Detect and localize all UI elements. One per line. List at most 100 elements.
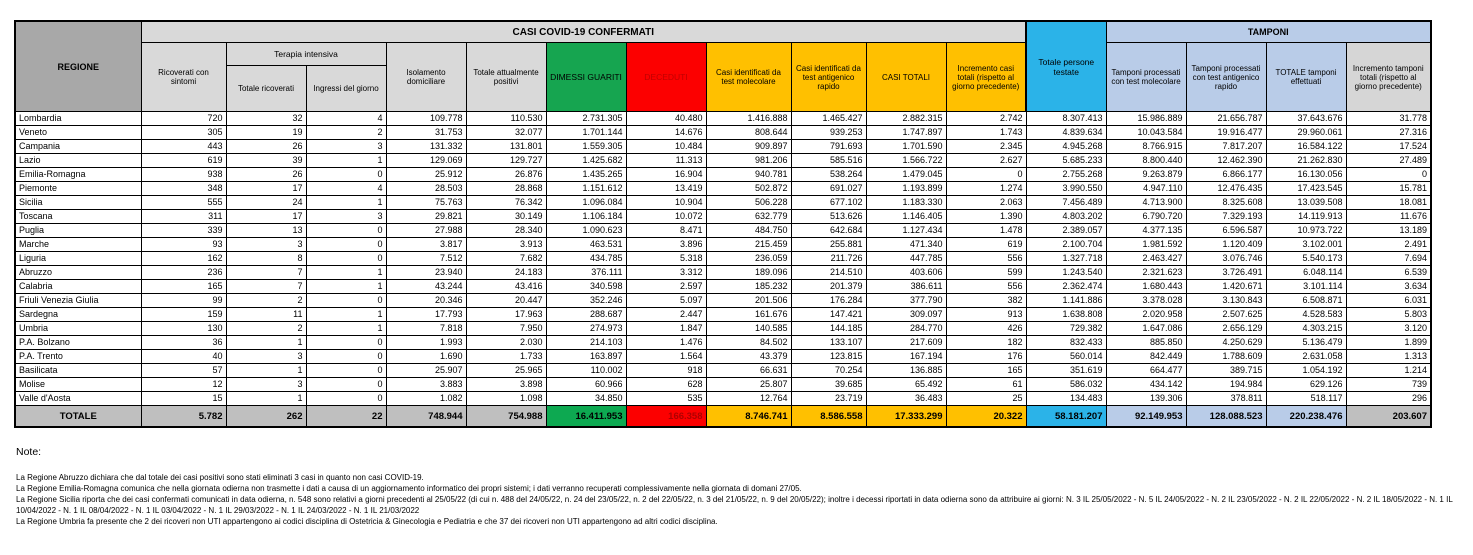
total-value-cell: 128.088.523 [1185, 405, 1267, 428]
value-cell: 14.119.913 [1265, 209, 1347, 224]
value-cell: 556 [945, 251, 1027, 266]
value-cell: 909.897 [705, 139, 792, 154]
value-cell: 339 [140, 223, 227, 238]
value-cell: 538.264 [790, 167, 867, 182]
region-name-cell: Molise [14, 377, 142, 392]
value-cell: 201.379 [790, 279, 867, 294]
value-cell: 3 [225, 377, 307, 392]
value-cell: 832.433 [1025, 335, 1107, 350]
value-cell: 1.435.265 [545, 167, 627, 182]
value-cell: 1.701.590 [865, 139, 947, 154]
value-cell: 3.898 [465, 377, 547, 392]
value-cell: 284.770 [865, 321, 947, 336]
value-cell: 3.883 [385, 377, 467, 392]
table-row: Friuli Venezia Giulia 99 2 0 20.346 20.447 352… [14, 293, 1432, 308]
table-row: Emilia-Romagna 938 26 0 25.912 26.876 1.435.26… [14, 167, 1432, 182]
value-cell: 2.389.057 [1025, 223, 1107, 238]
value-cell: 182 [945, 335, 1027, 350]
value-cell: 376.111 [545, 265, 627, 280]
value-cell: 57 [140, 363, 227, 378]
region-name-cell: Puglia [14, 223, 142, 238]
value-cell: 3.130.843 [1185, 293, 1267, 308]
column-header-incremento-casi-totali: Incremento casi totali (rispetto al gior… [945, 42, 1027, 112]
value-cell: 1 [305, 279, 387, 294]
value-cell: 1.479.045 [865, 167, 947, 182]
value-cell: 599 [945, 265, 1027, 280]
value-cell: 426 [945, 321, 1027, 336]
total-value-cell: 8.746.741 [705, 405, 792, 428]
value-cell: 185.232 [705, 279, 792, 294]
value-cell: 8.325.608 [1185, 195, 1267, 210]
value-cell: 70.254 [790, 363, 867, 378]
value-cell: 1.243.540 [1025, 265, 1107, 280]
column-header-regione: REGIONE [14, 20, 142, 112]
value-cell: 555 [140, 195, 227, 210]
value-cell: 36 [140, 335, 227, 350]
value-cell: 4.713.900 [1105, 195, 1187, 210]
region-name-cell: Lazio [14, 153, 142, 168]
value-cell: 40 [140, 349, 227, 364]
value-cell: 32 [225, 111, 307, 126]
value-cell: 1 [225, 391, 307, 406]
value-cell: 3.990.550 [1025, 181, 1107, 196]
value-cell: 1 [305, 265, 387, 280]
value-cell: 1.981.592 [1105, 237, 1187, 252]
region-name-cell: Sardegna [14, 307, 142, 322]
value-cell: 0 [305, 349, 387, 364]
value-cell: 12.476.435 [1185, 181, 1267, 196]
value-cell: 720 [140, 111, 227, 126]
region-name-cell: Sicilia [14, 195, 142, 210]
value-cell: 6.539 [1345, 265, 1432, 280]
region-name-cell: Valle d'Aosta [14, 391, 142, 406]
value-cell: 1.847 [625, 321, 707, 336]
column-header-casi-test-antigenico: Casi identificati da test antigenico rap… [790, 42, 867, 112]
region-name-cell: Emilia-Romagna [14, 167, 142, 182]
region-name-cell: Liguria [14, 251, 142, 266]
value-cell: 382 [945, 293, 1027, 308]
value-cell: 139.306 [1105, 391, 1187, 406]
value-cell: 1.193.899 [865, 181, 947, 196]
region-name-cell: Calabria [14, 279, 142, 294]
value-cell: 1.680.443 [1105, 279, 1187, 294]
value-cell: 211.726 [790, 251, 867, 266]
value-cell: 3.634 [1345, 279, 1432, 294]
value-cell: 129.069 [385, 153, 467, 168]
value-cell: 17.423.545 [1265, 181, 1347, 196]
value-cell: 129.727 [465, 153, 547, 168]
value-cell: 351.619 [1025, 363, 1107, 378]
note-emilia-romagna: La Regione Emilia-Romagna comunica che n… [16, 484, 802, 493]
value-cell: 506.228 [705, 195, 792, 210]
value-cell: 29.821 [385, 209, 467, 224]
value-cell: 1 [305, 321, 387, 336]
value-cell: 15.986.889 [1105, 111, 1187, 126]
value-cell: 1.476 [625, 335, 707, 350]
value-cell: 110.002 [545, 363, 627, 378]
value-cell: 26 [225, 167, 307, 182]
value-cell: 110.530 [465, 111, 547, 126]
value-cell: 167.194 [865, 349, 947, 364]
total-label-cell: TOTALE [14, 405, 142, 428]
total-value-cell: 5.782 [140, 405, 227, 428]
value-cell: 434.142 [1105, 377, 1187, 392]
band-header-terapia-intensiva: Terapia intensiva [225, 42, 387, 66]
value-cell: 201.506 [705, 293, 792, 308]
value-cell: 2.656.129 [1185, 321, 1267, 336]
value-cell: 8.471 [625, 223, 707, 238]
value-cell: 3.120 [1345, 321, 1432, 336]
value-cell: 43.379 [705, 349, 792, 364]
region-name-cell: Basilicata [14, 363, 142, 378]
value-cell: 939.253 [790, 125, 867, 140]
value-cell: 1.096.084 [545, 195, 627, 210]
column-header-totale-tamponi: TOTALE tamponi effettuati [1265, 42, 1347, 112]
value-cell: 619 [140, 153, 227, 168]
value-cell: 0 [305, 167, 387, 182]
total-value-cell: 58.181.207 [1025, 405, 1107, 428]
value-cell: 1.465.427 [790, 111, 867, 126]
value-cell: 632.779 [705, 209, 792, 224]
value-cell: 163.897 [545, 349, 627, 364]
value-cell: 4.947.110 [1105, 181, 1187, 196]
table-row: Lazio 619 39 1 129.069 129.727 1.425.682 11.313… [14, 153, 1432, 168]
value-cell: 17.793 [385, 307, 467, 322]
value-cell: 518.117 [1265, 391, 1347, 406]
value-cell: 75.763 [385, 195, 467, 210]
